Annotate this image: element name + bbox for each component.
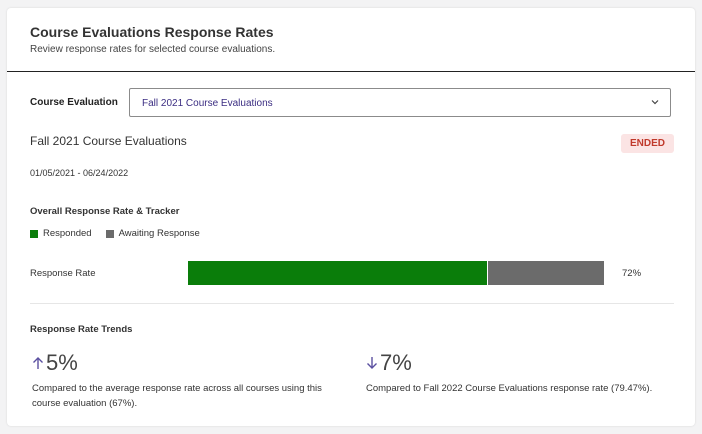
legend-swatch-responded <box>30 229 38 238</box>
evaluation-dates: 01/05/2021 - 06/24/2022 <box>30 168 129 178</box>
trend-description: Compared to Fall 2022 Course Evaluations… <box>366 383 653 394</box>
trend-item-average: 5% Compared to the average response rate… <box>32 350 342 411</box>
trend-value: 5% <box>46 350 78 375</box>
arrow-down-icon <box>367 357 377 369</box>
response-rates-card: Course Evaluations Response Rates Review… <box>7 8 695 426</box>
trends-title: Response Rate Trends <box>30 324 133 335</box>
response-rate-bar <box>188 261 604 285</box>
page-subtitle: Review response rates for selected cours… <box>30 44 276 55</box>
bar-segment-responded <box>188 261 487 285</box>
response-rate-percent: 72% <box>622 268 642 279</box>
course-evaluation-label: Course Evaluation <box>30 97 118 108</box>
legend-item-responded: Responded <box>30 228 92 239</box>
response-rate-label: Response Rate <box>30 268 96 279</box>
bar-divider <box>487 261 488 285</box>
arrow-up-icon <box>33 357 43 369</box>
evaluation-name: Fall 2021 Course Evaluations <box>30 134 187 148</box>
course-evaluation-select-value: Fall 2021 Course Evaluations <box>142 98 273 109</box>
course-evaluation-select[interactable]: Fall 2021 Course Evaluations <box>129 88 671 117</box>
trend-item-previous: 7% Compared to Fall 2022 Course Evaluati… <box>366 350 666 396</box>
section-divider <box>30 303 674 304</box>
bar-segment-awaiting <box>488 261 604 285</box>
chevron-down-icon <box>651 100 659 105</box>
tracker-title: Overall Response Rate & Tracker <box>30 206 180 217</box>
legend-label-responded: Responded <box>43 228 92 239</box>
legend-label-awaiting: Awaiting Response <box>118 228 200 239</box>
legend-item-awaiting: Awaiting Response <box>105 228 200 239</box>
tracker-legend: Responded Awaiting Response <box>30 228 214 239</box>
legend-swatch-awaiting <box>105 229 114 238</box>
card-header: Course Evaluations Response Rates Review… <box>7 8 695 72</box>
trend-head: 7% <box>366 350 666 375</box>
page-title: Course Evaluations Response Rates <box>30 24 274 40</box>
trend-head: 5% <box>32 350 342 375</box>
status-badge: ENDED <box>621 134 674 153</box>
trend-description: Compared to the average response rate ac… <box>32 383 322 409</box>
trend-value: 7% <box>380 350 412 375</box>
